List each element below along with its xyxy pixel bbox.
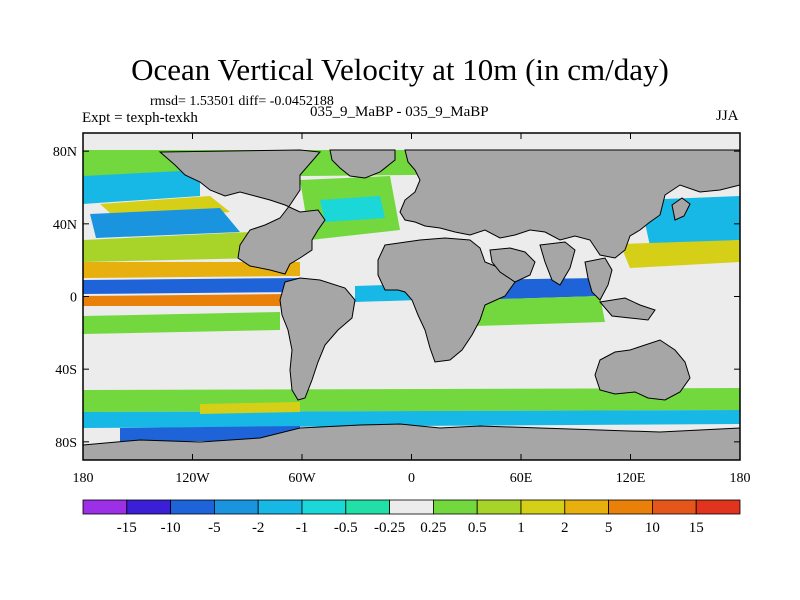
colorbar-swatch: [257, 499, 303, 515]
land-india: [539, 241, 576, 286]
land-greenland: [329, 149, 396, 179]
x-tick-label: 180: [730, 471, 751, 486]
colorbar-level-label: 1: [517, 520, 525, 536]
colorbar-swatch: [432, 499, 478, 515]
field-band-npac-green: [83, 232, 260, 262]
colorbar-level-label: -10: [161, 520, 181, 536]
land-australia: [594, 339, 691, 401]
expt-text: Expt = texph-texkh: [82, 110, 198, 126]
land-arabia: [489, 247, 536, 283]
season-label: JJA: [716, 108, 739, 124]
colorbar-swatch: [213, 499, 259, 515]
land-north-america: [158, 149, 326, 275]
y-tick-label: 40N: [53, 218, 77, 233]
colorbar-level-label: 15: [689, 520, 704, 536]
field-band-natl-cyan: [320, 196, 385, 222]
x-tick-label: 180: [73, 471, 94, 486]
colorbar: -15 -10 -5 -2 -1 -0.5 -0.25 0.25 0.5 1 2 5 10 15: [82, 499, 741, 536]
colorbar-swatch: [520, 499, 566, 515]
colorbar-swatch: [170, 499, 215, 515]
field-band-so-yellow: [200, 402, 300, 414]
field-band-eq-orange: [83, 294, 290, 306]
y-tick-label: 0: [70, 291, 77, 306]
colorbar-swatch: [608, 499, 653, 515]
colorbar-swatch: [301, 499, 347, 515]
colorbar-level-label: 0.5: [468, 520, 487, 536]
x-tick-label: 60E: [510, 471, 533, 486]
field-band-eq-yellow: [83, 262, 300, 278]
field-band-north-cyan: [83, 170, 200, 204]
x-tick-label: 0: [408, 471, 415, 486]
land-eurasia: [399, 149, 740, 259]
field-band-wpac-cyan: [640, 196, 740, 246]
colorbar-swatch: [345, 499, 390, 515]
colorbar-level-label: 5: [605, 520, 613, 536]
colorbar-swatch: [82, 499, 128, 515]
land-japan: [671, 197, 691, 221]
colorbar-level-label: -15: [117, 520, 137, 536]
axes: 180 120W 60W 0 60E 120E 180 80N 40N 0 40S 80S: [53, 133, 751, 486]
chart-title: Ocean Vertical Velocity at 10m (in cm/da…: [131, 52, 669, 87]
colorbar-level-label: 10: [645, 520, 660, 536]
land-south-america: [279, 277, 356, 401]
colorbar-swatch: [476, 499, 522, 515]
colorbar-swatch: [126, 499, 172, 515]
x-tick-label: 120W: [175, 471, 210, 486]
field-band-eq-ind-green: [470, 296, 605, 326]
experiment-label: 035_9_MaBP - 035_9_MaBP: [310, 104, 489, 120]
colorbar-swatch: [652, 499, 697, 515]
colorbar-level-label: -1: [296, 520, 309, 536]
colorbar-level-label: -0.5: [334, 520, 358, 536]
stats-text: rmsd= 1.53501 diff= -0.0452188: [150, 94, 334, 109]
land-southeast-asia: [584, 257, 613, 301]
field-band-eq-blue: [83, 278, 300, 294]
field-band-wpac-yellow: [620, 240, 740, 268]
land-indonesia: [599, 297, 656, 321]
field-band-npac-blue: [90, 208, 240, 238]
colorbar-swatch: [564, 499, 609, 515]
x-tick-label: 60W: [288, 471, 316, 486]
x-tick-label: 120E: [616, 471, 646, 486]
colorbar-swatch: [695, 499, 741, 515]
y-tick-label: 80S: [55, 436, 77, 451]
colorbar-swatch: [389, 499, 434, 515]
land-antarctica: [83, 423, 740, 460]
land-africa: [377, 237, 516, 363]
colorbar-level-label: -5: [208, 520, 221, 536]
map-area: [83, 133, 740, 460]
colorbar-level-label: 0.25: [420, 520, 446, 536]
field-band-so-cyan: [83, 410, 740, 428]
colorbar-level-label: -0.25: [374, 520, 405, 536]
y-tick-label: 40S: [55, 363, 77, 378]
y-tick-label: 80N: [53, 145, 77, 160]
colorbar-level-label: 2: [561, 520, 569, 536]
field-band-spac-green: [83, 312, 280, 334]
colorbar-level-label: -2: [252, 520, 265, 536]
